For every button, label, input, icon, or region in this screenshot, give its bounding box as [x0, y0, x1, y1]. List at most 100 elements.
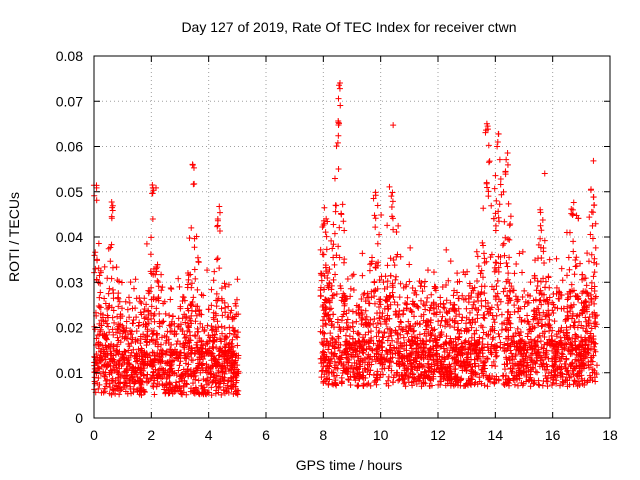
data-point	[225, 303, 232, 310]
data-point	[198, 337, 205, 344]
data-point	[474, 277, 481, 284]
data-point	[478, 366, 485, 373]
data-point	[91, 380, 98, 387]
data-point	[179, 298, 186, 305]
data-point	[108, 341, 115, 348]
data-point	[579, 310, 586, 317]
data-point	[524, 312, 531, 319]
data-point	[490, 334, 497, 341]
data-point	[228, 386, 235, 393]
data-point	[92, 265, 99, 272]
data-point	[330, 381, 337, 388]
data-point	[464, 268, 471, 275]
data-point	[108, 370, 115, 377]
data-point	[579, 309, 586, 316]
data-point	[574, 334, 581, 341]
data-point	[517, 338, 524, 345]
data-point	[500, 288, 507, 295]
data-point	[478, 267, 485, 274]
data-point	[474, 356, 481, 363]
data-point	[348, 344, 355, 351]
data-point	[545, 301, 552, 308]
data-point	[538, 255, 545, 262]
data-point	[419, 288, 426, 295]
data-point	[458, 376, 465, 383]
data-point	[200, 384, 207, 391]
data-point	[219, 312, 226, 319]
data-point	[322, 296, 329, 303]
data-point	[534, 277, 541, 284]
data-point	[345, 339, 352, 346]
data-point	[127, 385, 134, 392]
data-point	[145, 378, 152, 385]
data-point	[475, 307, 482, 314]
data-point	[386, 183, 393, 190]
data-point	[473, 340, 480, 347]
data-point	[534, 283, 541, 290]
data-point	[405, 365, 412, 372]
data-point	[539, 363, 546, 370]
data-point	[323, 233, 330, 240]
data-point	[337, 328, 344, 335]
data-point	[574, 293, 581, 300]
data-point	[509, 353, 516, 360]
data-point	[97, 328, 104, 335]
data-point	[335, 166, 342, 173]
data-point	[445, 277, 452, 284]
data-point	[463, 351, 470, 358]
data-point	[552, 358, 559, 365]
data-point	[393, 339, 400, 346]
data-point	[154, 277, 161, 284]
data-point	[541, 259, 548, 266]
data-point	[221, 343, 228, 350]
data-point	[471, 337, 478, 344]
data-point	[456, 330, 463, 337]
data-point	[545, 370, 552, 377]
data-point	[588, 325, 595, 332]
data-point	[337, 285, 344, 292]
data-point	[489, 336, 496, 343]
data-point	[234, 329, 241, 336]
data-point	[543, 378, 550, 385]
data-point	[192, 318, 199, 325]
data-point	[512, 293, 519, 300]
data-point	[492, 349, 499, 356]
data-point	[520, 344, 527, 351]
data-point	[386, 294, 393, 301]
data-point	[473, 351, 480, 358]
data-point	[227, 309, 234, 316]
data-point	[505, 297, 512, 304]
data-point	[197, 320, 204, 327]
data-point	[520, 357, 527, 364]
data-point	[221, 280, 228, 287]
data-point	[148, 315, 155, 322]
data-point	[408, 379, 415, 386]
data-point	[370, 195, 377, 202]
data-point	[180, 382, 187, 389]
data-point	[592, 220, 599, 227]
data-point	[390, 379, 397, 386]
data-point	[128, 349, 135, 356]
data-point	[457, 362, 464, 369]
data-point	[171, 328, 178, 335]
data-point	[400, 284, 407, 291]
data-point	[224, 384, 231, 391]
data-point	[481, 255, 488, 262]
data-point	[144, 360, 151, 367]
data-point	[217, 338, 224, 345]
data-point	[559, 353, 566, 360]
data-point	[459, 350, 466, 357]
data-point	[140, 388, 147, 395]
data-point	[519, 269, 526, 276]
data-point	[134, 358, 141, 365]
data-point	[557, 358, 564, 365]
data-point	[229, 316, 236, 323]
data-point	[496, 333, 503, 340]
data-point	[115, 295, 122, 302]
data-point	[133, 350, 140, 357]
data-point	[411, 327, 418, 334]
data-point	[541, 170, 548, 177]
data-point	[206, 345, 213, 352]
data-point	[437, 343, 444, 350]
data-point	[98, 363, 105, 370]
